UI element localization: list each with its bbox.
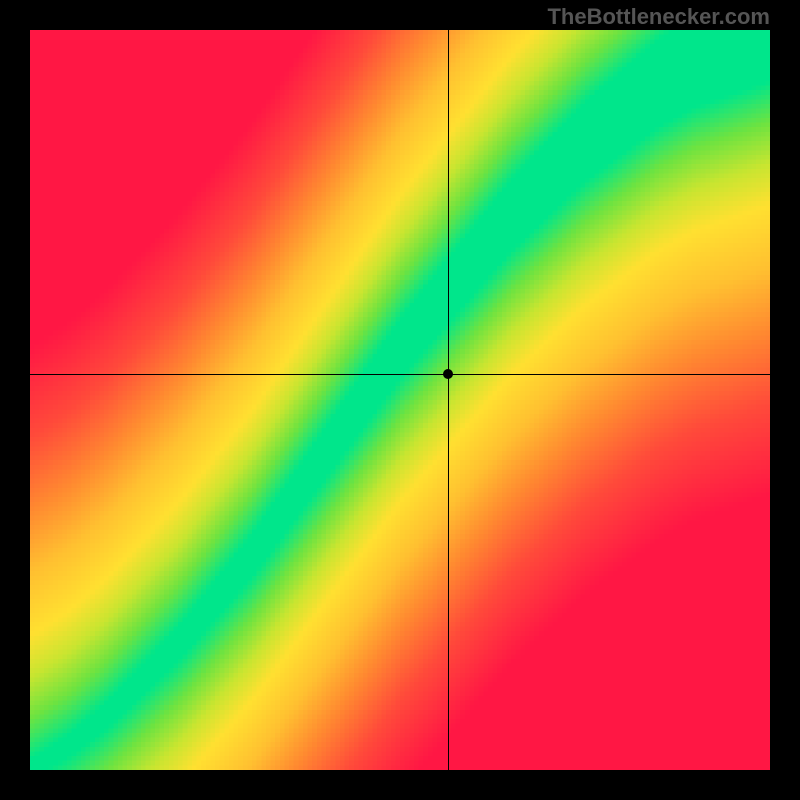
heatmap-canvas (30, 30, 770, 770)
watermark-label: TheBottlenecker.com (547, 4, 770, 30)
marker-dot (443, 369, 453, 379)
crosshair-vertical (448, 30, 449, 770)
plot-area (30, 30, 770, 770)
crosshair-horizontal (30, 374, 770, 375)
